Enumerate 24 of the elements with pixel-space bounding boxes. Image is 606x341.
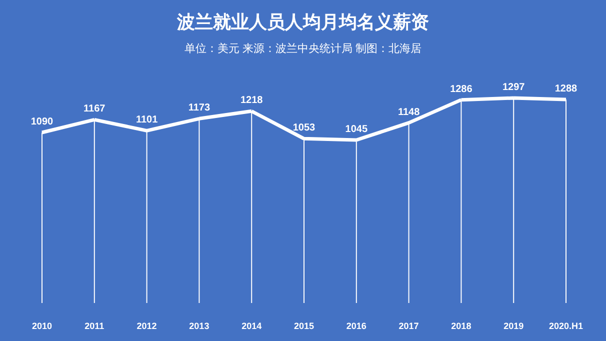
chart-title: 波兰就业人员人均月均名义薪资 <box>176 12 429 32</box>
x-tick-label: 2015 <box>294 321 314 331</box>
x-tick-label: 2016 <box>346 321 366 331</box>
data-label: 1167 <box>84 104 106 115</box>
data-label: 1148 <box>398 106 420 118</box>
x-tick-label: 2020.H1 <box>548 321 584 331</box>
x-tick-label: 2017 <box>398 321 419 331</box>
data-label: 1045 <box>345 124 368 135</box>
data-label: 1286 <box>450 84 473 95</box>
x-tick-label: 2019 <box>504 321 524 331</box>
chart-subtitle: 单位：美元 来源：波兰中央统计局 制图：北海居 <box>184 42 422 55</box>
x-tick-label: 2018 <box>451 321 472 331</box>
data-label: 1218 <box>240 95 264 106</box>
x-tick-label: 2010 <box>32 321 52 331</box>
data-label: 1173 <box>188 102 210 114</box>
x-tick-label: 2012 <box>136 321 157 331</box>
x-tick-label: 2013 <box>189 321 210 331</box>
x-tick-label: 2011 <box>84 321 104 331</box>
data-label: 1053 <box>292 122 316 134</box>
x-tick-label: 2014 <box>242 321 262 331</box>
data-label: 1288 <box>554 84 578 94</box>
data-label: 1297 <box>502 82 526 93</box>
data-label: 1101 <box>136 114 158 126</box>
data-label: 1090 <box>30 116 54 128</box>
